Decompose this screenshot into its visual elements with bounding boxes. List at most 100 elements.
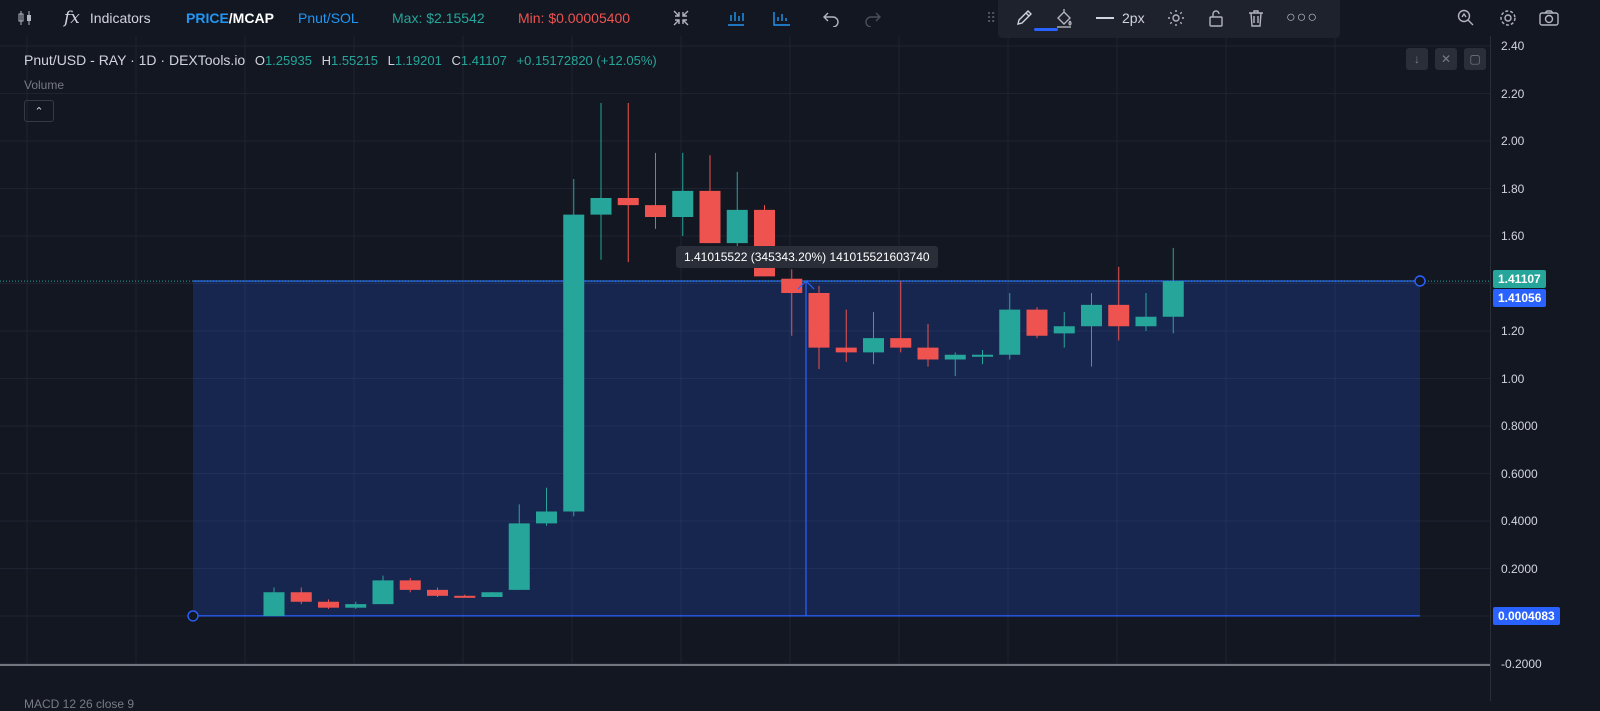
- camera-icon[interactable]: [1538, 0, 1560, 36]
- fill-bucket-icon[interactable]: [1054, 0, 1074, 36]
- candle[interactable]: [481, 592, 503, 597]
- candle-body: [917, 347, 939, 360]
- candle-body: [1081, 304, 1102, 327]
- candle-type-icon[interactable]: [16, 0, 34, 36]
- compress-icon[interactable]: [672, 0, 690, 36]
- candle[interactable]: [1162, 247, 1184, 334]
- candle[interactable]: [781, 269, 803, 336]
- measure-arrowhead: [797, 280, 815, 290]
- candle-body: [726, 209, 748, 244]
- candle[interactable]: [563, 179, 585, 517]
- measure-tooltip: 1.41015522 (345343.20%) 141015521603740: [676, 246, 938, 268]
- settings-icon[interactable]: [1166, 0, 1186, 36]
- candle[interactable]: [536, 487, 557, 526]
- move-down-button[interactable]: ↓: [1406, 48, 1428, 70]
- candle-body: [1135, 316, 1157, 327]
- candle[interactable]: [318, 599, 339, 609]
- candle-body: [318, 601, 339, 608]
- candle[interactable]: [372, 575, 394, 605]
- pencil-icon[interactable]: [1014, 0, 1034, 36]
- candle[interactable]: [890, 281, 912, 353]
- candle[interactable]: [645, 152, 666, 229]
- candle[interactable]: [399, 578, 421, 593]
- arrow-down-icon: ↓: [1414, 52, 1420, 66]
- price-axis[interactable]: 2.402.202.001.801.601.401.201.000.80000.…: [1490, 36, 1600, 701]
- low-value: 1.19201: [394, 53, 442, 68]
- candle[interactable]: [917, 323, 939, 367]
- candle[interactable]: [590, 103, 612, 260]
- more-icon[interactable]: ○○○: [1286, 9, 1318, 26]
- symbol-title: Pnut/USD - RAY · 1D · DEXTools.io: [24, 52, 246, 68]
- measure-handle-left[interactable]: [187, 610, 199, 622]
- top-toolbar: fx Indicators PRICE/MCAP Pnut/SOL Max: $…: [0, 0, 1600, 38]
- candle[interactable]: [427, 587, 448, 598]
- candle[interactable]: [972, 350, 993, 365]
- candle[interactable]: [999, 293, 1021, 360]
- candle[interactable]: [699, 155, 721, 244]
- candle[interactable]: [290, 587, 312, 605]
- pair-quote-toggle[interactable]: Pnut/SOL: [298, 10, 359, 26]
- indicators-button[interactable]: fx Indicators: [64, 0, 151, 36]
- trash-icon[interactable]: [1246, 0, 1266, 36]
- volume-label: Volume: [24, 78, 65, 92]
- candle[interactable]: [508, 504, 530, 590]
- chart-settings-icon[interactable]: [1498, 0, 1518, 36]
- candle-body: [645, 205, 666, 217]
- indicators-label: Indicators: [89, 10, 151, 26]
- drag-handle-icon[interactable]: ⠿: [986, 9, 997, 26]
- bar-chart-icon[interactable]: [726, 0, 746, 36]
- volume-chart-icon[interactable]: [772, 0, 792, 36]
- max-price-label: Max: $2.15542: [392, 10, 485, 26]
- undo-icon[interactable]: [822, 0, 840, 36]
- candle[interactable]: [835, 309, 857, 362]
- candle[interactable]: [726, 171, 748, 248]
- last-price-badge: 1.41107: [1493, 270, 1546, 289]
- candle[interactable]: [1108, 266, 1130, 341]
- price-tick-label: 2.20: [1501, 86, 1525, 101]
- redo-icon[interactable]: [864, 0, 882, 36]
- candle-body: [290, 592, 312, 602]
- candle-body: [1162, 281, 1184, 317]
- price-tick-label: 0.6000: [1501, 466, 1538, 481]
- candle-body: [863, 338, 884, 353]
- candle[interactable]: [1081, 293, 1102, 367]
- candle[interactable]: [454, 594, 476, 598]
- candle-body: [699, 190, 721, 244]
- close-pane-button[interactable]: ✕: [1435, 48, 1457, 70]
- candle[interactable]: [345, 601, 367, 609]
- line-width-button[interactable]: 2px: [1096, 0, 1145, 36]
- maximize-icon: ▢: [1469, 52, 1481, 66]
- line-width-label: 2px: [1122, 10, 1145, 26]
- lock-icon[interactable]: [1206, 0, 1226, 36]
- maximize-pane-button[interactable]: ▢: [1464, 48, 1486, 70]
- line-color-indicator: [1034, 28, 1058, 31]
- candle[interactable]: [263, 587, 285, 617]
- zoom-search-icon[interactable]: [1456, 0, 1476, 36]
- candle[interactable]: [617, 103, 639, 263]
- candle[interactable]: [672, 152, 694, 236]
- candle-body: [454, 595, 476, 598]
- mcap-label: /MCAP: [228, 10, 274, 26]
- candle-body: [508, 523, 530, 590]
- candle[interactable]: [1135, 293, 1157, 331]
- candle-body: [890, 338, 912, 348]
- candle[interactable]: [944, 352, 966, 377]
- price-tick-label: 1.00: [1501, 371, 1525, 386]
- candle-body: [427, 589, 448, 596]
- candle[interactable]: [1053, 312, 1075, 348]
- price-mcap-toggle[interactable]: PRICE/MCAP: [186, 0, 274, 36]
- price-chart[interactable]: [0, 36, 1490, 711]
- candle[interactable]: [863, 312, 884, 365]
- candle[interactable]: [1026, 307, 1048, 339]
- price-tick-label: 2.00: [1501, 134, 1525, 148]
- function-icon: fx: [64, 8, 80, 28]
- candle[interactable]: [808, 285, 830, 369]
- price-tick-label: 0.8000: [1501, 419, 1538, 433]
- ohlc-legend: Pnut/USD - RAY · 1D · DEXTools.io O1.259…: [24, 52, 657, 68]
- open-key: O: [254, 53, 265, 68]
- drawing-toolbar: ⠿: [986, 0, 1340, 38]
- measure-handle-right[interactable]: [1414, 275, 1426, 287]
- low-key: L: [387, 53, 395, 68]
- high-value: 1.55215: [330, 53, 378, 68]
- collapse-legend-button[interactable]: ⌃: [24, 100, 54, 122]
